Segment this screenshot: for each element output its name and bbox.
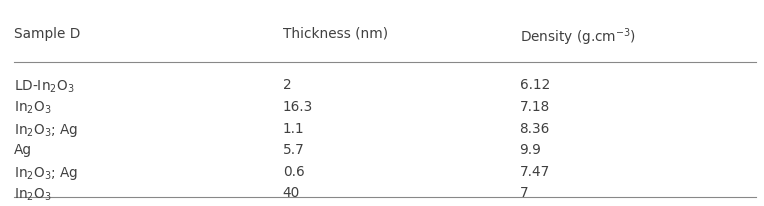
Text: In$_2$O$_3$: In$_2$O$_3$ bbox=[14, 100, 51, 116]
Text: 9.9: 9.9 bbox=[520, 143, 542, 157]
Text: Thickness (nm): Thickness (nm) bbox=[283, 27, 388, 41]
Text: 5.7: 5.7 bbox=[283, 143, 304, 157]
Text: 8.36: 8.36 bbox=[520, 122, 550, 136]
Text: 7.47: 7.47 bbox=[520, 165, 550, 179]
Text: In$_2$O$_3$; Ag: In$_2$O$_3$; Ag bbox=[14, 165, 78, 182]
Text: 7: 7 bbox=[520, 186, 528, 200]
Text: 16.3: 16.3 bbox=[283, 100, 313, 114]
Text: Density (g.cm$^{-3}$): Density (g.cm$^{-3}$) bbox=[520, 27, 636, 48]
Text: 0.6: 0.6 bbox=[283, 165, 304, 179]
Text: Ag: Ag bbox=[14, 143, 32, 157]
Text: LD-In$_2$O$_3$: LD-In$_2$O$_3$ bbox=[14, 78, 74, 95]
Text: 1.1: 1.1 bbox=[283, 122, 304, 136]
Text: 6.12: 6.12 bbox=[520, 78, 550, 92]
Text: 7.18: 7.18 bbox=[520, 100, 550, 114]
Text: In$_2$O$_3$; Ag: In$_2$O$_3$; Ag bbox=[14, 122, 78, 139]
Text: Sample D: Sample D bbox=[14, 27, 80, 41]
Text: 40: 40 bbox=[283, 186, 300, 200]
Text: 2: 2 bbox=[283, 78, 291, 92]
Text: In$_2$O$_3$: In$_2$O$_3$ bbox=[14, 186, 51, 203]
